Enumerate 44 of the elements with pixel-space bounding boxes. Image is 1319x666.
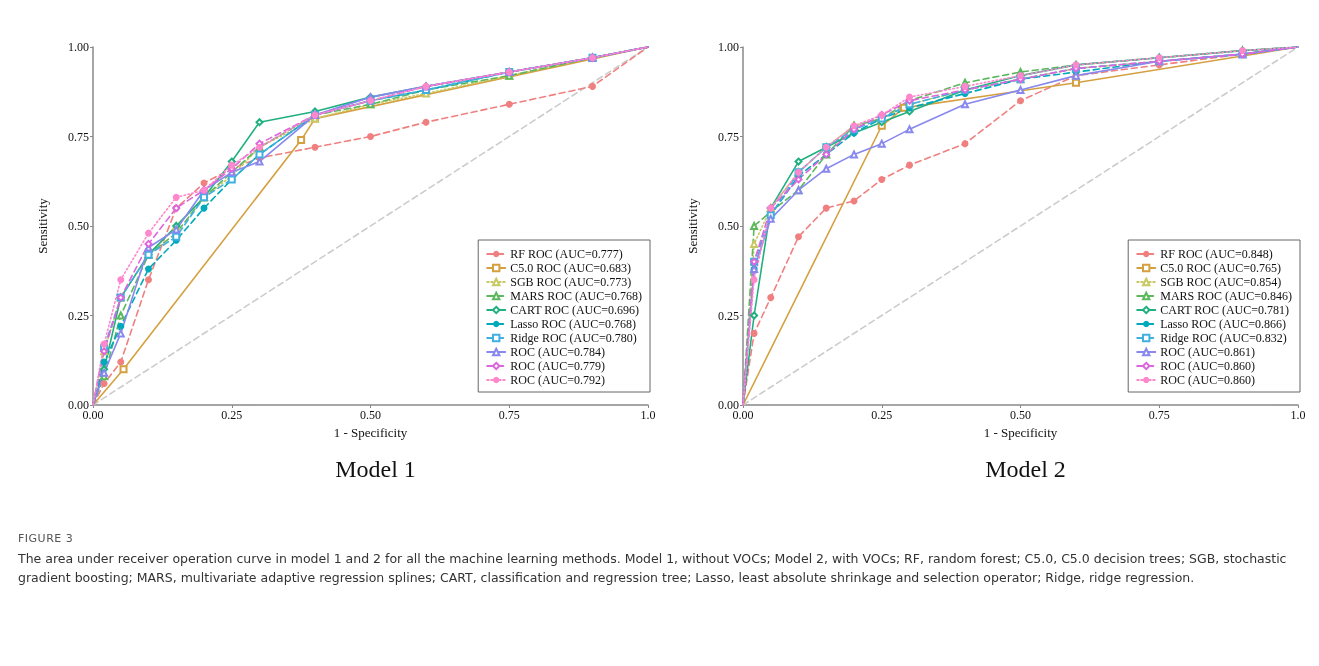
legend-label: ROC (AUC=0.784) xyxy=(510,345,605,359)
y-tick-label: 1.00 xyxy=(68,40,89,54)
y-tick-label: 0.75 xyxy=(68,129,89,144)
legend-label: MARS ROC (AUC=0.846) xyxy=(1160,289,1293,303)
x-tick-label: 0.75 xyxy=(498,408,520,422)
y-tick-label: 0.25 xyxy=(718,308,739,323)
x-tick-label: 0.50 xyxy=(360,408,381,422)
legend-label: Lasso ROC (AUC=0.768) xyxy=(510,317,636,331)
x-axis-title: 1 - Specificity xyxy=(983,424,1058,440)
x-tick-label: 0.50 xyxy=(1010,408,1031,422)
legend-label: MARS ROC (AUC=0.768) xyxy=(510,289,643,303)
text: Model 2 xyxy=(985,456,1066,482)
x-axis-title: 1 - Specificity xyxy=(333,424,408,440)
y-tick-label: 0.50 xyxy=(68,219,89,233)
x-tick-label: 0.25 xyxy=(221,408,243,422)
legend-label: CART ROC (AUC=0.781) xyxy=(1160,303,1290,317)
y-axis-title: Sensitivity xyxy=(35,197,50,254)
legend-label: ROC (AUC=0.861) xyxy=(1160,345,1255,359)
y-tick-label: 0.75 xyxy=(718,129,739,144)
legend-label: ROC (AUC=0.860) xyxy=(1160,373,1255,387)
legend-label: SGB ROC (AUC=0.854) xyxy=(1160,275,1282,289)
text: Model 1 xyxy=(335,456,416,482)
y-tick-label: 0.25 xyxy=(68,308,89,323)
y-tick-label: 0.50 xyxy=(718,219,739,233)
legend-label: RF ROC (AUC=0.777) xyxy=(510,247,623,261)
legend-label: C5.0 ROC (AUC=0.765) xyxy=(1160,261,1281,275)
legend-label: C5.0 ROC (AUC=0.683) xyxy=(510,261,631,275)
legend-label: Ridge ROC (AUC=0.832) xyxy=(1160,331,1287,345)
legend-label: RF ROC (AUC=0.848) xyxy=(1160,247,1273,261)
legend-label: CART ROC (AUC=0.696) xyxy=(510,303,640,317)
legend-label: ROC (AUC=0.779) xyxy=(510,359,605,373)
legend-label: ROC (AUC=0.792) xyxy=(510,373,605,387)
y-tick-label: 1.00 xyxy=(718,40,739,54)
legend-label: SGB ROC (AUC=0.773) xyxy=(510,275,632,289)
x-tick-label: 0.75 xyxy=(1148,408,1170,422)
legend-label: ROC (AUC=0.860) xyxy=(1160,359,1255,373)
x-tick-label: 1.0 xyxy=(1290,408,1306,422)
x-tick-label: 1.0 xyxy=(640,408,656,422)
y-axis-title: Sensitivity xyxy=(685,197,700,254)
text: The area under receiver operation curve in model 1 and 2 for all the machine learning methods. Model 1, without VOCs; Model 2, with VOCs; RF, random forest; C5.0, C5.0 decision trees; SGB, stochastic gradient boosting; MARS, multivariate adaptive regression splines; CART, classification and regression tree; Lasso, least absolute shrinkage and selection operator; Ridge, ridge regression. xyxy=(18,550,1288,587)
caption: FIGURE 3 xyxy=(18,532,75,545)
legend-label: Lasso ROC (AUC=0.866) xyxy=(1160,317,1286,331)
x-tick-label: 0.25 xyxy=(871,408,893,422)
legend-label: Ridge ROC (AUC=0.780) xyxy=(510,331,637,345)
